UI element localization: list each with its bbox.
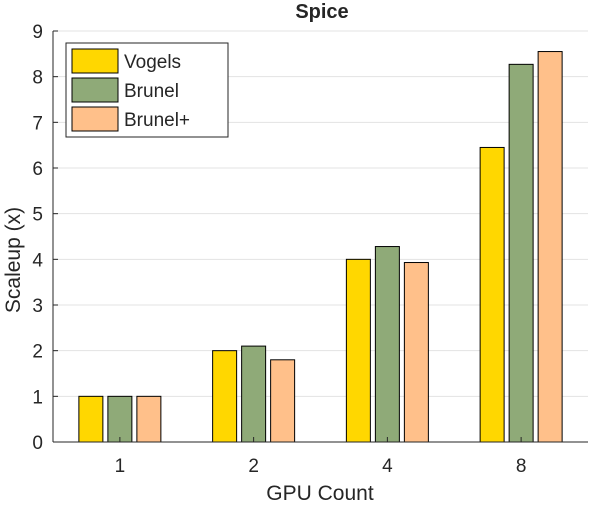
bar-vogels-gpu-2 — [212, 350, 238, 443]
y-tick-label: 8 — [32, 68, 43, 89]
legend-label: Vogels — [124, 52, 181, 73]
y-tick-label: 9 — [32, 22, 43, 43]
bars — [78, 51, 563, 443]
legend-swatch — [71, 106, 119, 132]
y-tick-label: 4 — [32, 250, 43, 271]
bar-brunel-gpu-2 — [241, 345, 267, 443]
bar-brunel-gpu-8 — [508, 63, 534, 443]
y-tick-label: 2 — [32, 342, 43, 363]
y-tick-label: 1 — [32, 387, 43, 408]
legend-swatch — [71, 77, 119, 103]
bar-brunel--gpu-1 — [136, 395, 162, 443]
x-tick-labels: 1 2 4 8 — [115, 456, 527, 477]
y-tick-label: 7 — [32, 113, 43, 134]
axes — [52, 30, 588, 443]
legend-label: Brunel — [124, 81, 179, 102]
y-tick-labels: 0 1 2 3 4 5 6 7 8 9 — [32, 22, 43, 454]
x-tick-label: 1 — [115, 456, 126, 477]
chart-title: Spice — [295, 1, 348, 23]
y-tick-label: 6 — [32, 159, 43, 180]
y-axis-title: Scaleup (x) — [2, 207, 25, 313]
bar-vogels-gpu-1 — [78, 395, 104, 443]
bar-brunel--gpu-2 — [270, 359, 296, 443]
y-tick-label: 3 — [32, 296, 43, 317]
bar-brunel--gpu-8 — [537, 51, 563, 443]
bar-brunel-gpu-1 — [107, 395, 133, 443]
y-tick-label: 0 — [32, 433, 43, 454]
legend-swatch — [71, 48, 119, 74]
y-tick-label: 5 — [32, 205, 43, 226]
bar-brunel--gpu-4 — [403, 262, 429, 443]
bar-brunel-gpu-4 — [374, 246, 400, 443]
bar-vogels-gpu-8 — [479, 146, 505, 443]
x-tick-label: 8 — [516, 456, 527, 477]
bar-vogels-gpu-4 — [345, 258, 371, 443]
legend: Vogels Brunel Brunel+ — [65, 42, 229, 138]
x-tick-label: 4 — [382, 456, 393, 477]
legend-label: Brunel+ — [124, 110, 190, 131]
x-tick-label: 2 — [248, 456, 259, 477]
x-axis-title: GPU Count — [266, 482, 374, 505]
